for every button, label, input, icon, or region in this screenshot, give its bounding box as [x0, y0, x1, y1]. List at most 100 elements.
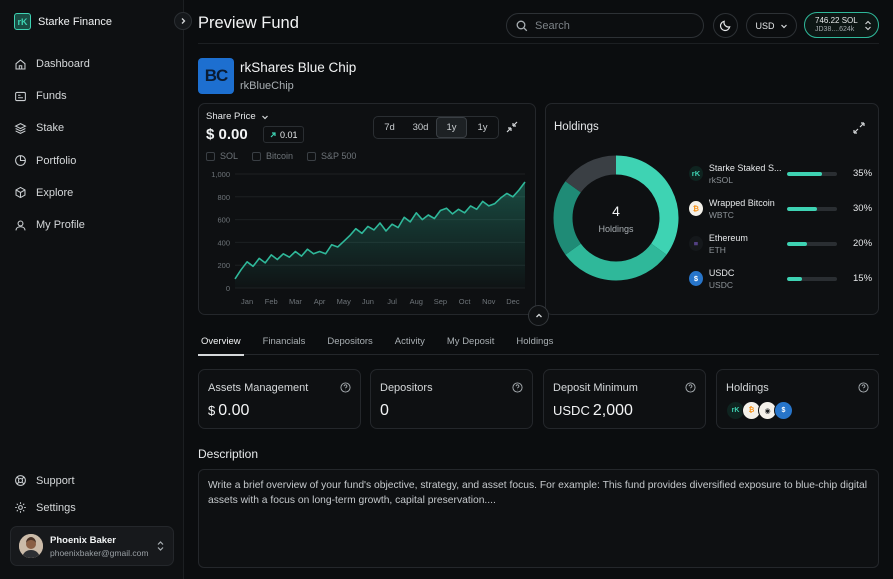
checkbox-icon [206, 151, 215, 161]
stat-value: $0.00 [208, 402, 249, 420]
holdings-donut-chart [553, 155, 679, 281]
fund-name: rkShares Blue Chip [240, 60, 357, 75]
holding-row[interactable]: $ USDC USDC 15% [689, 261, 872, 296]
range-7d-button[interactable]: 7d [384, 122, 395, 133]
holding-row[interactable]: ≡ Ethereum ETH 20% [689, 226, 872, 261]
checkbox-icon [252, 151, 262, 161]
x-tick-label: Jun [362, 297, 374, 306]
holding-ticker: USDC [708, 279, 733, 290]
description-textarea[interactable]: Write a brief overview of your fund's ob… [198, 469, 879, 568]
tab-overview[interactable]: Overview [198, 333, 244, 356]
currency-select[interactable]: USD [746, 13, 797, 38]
tab-depositors[interactable]: Depositors [327, 336, 373, 347]
legend-item-sol[interactable]: SOL [206, 151, 238, 161]
sidebar-bottom-nav: Support Settings [14, 467, 174, 521]
sidebar-item-settings[interactable]: Settings [14, 494, 174, 521]
legend-label: SOL [220, 151, 239, 161]
eth-icon: ≡ [689, 236, 703, 251]
range-1y-alt-button[interactable]: 1y [477, 122, 488, 133]
x-tick-label: Oct [459, 297, 472, 306]
search-input[interactable] [535, 19, 685, 32]
price-line [234, 181, 526, 280]
sidebar-item-label: Support [36, 474, 75, 487]
holding-bar [786, 171, 837, 176]
wallet-button[interactable]: 746.22 SOL JD38....624k [804, 12, 879, 38]
sidebar-item-support[interactable]: Support [14, 467, 174, 494]
x-tick-label: May [337, 297, 351, 306]
sidebar-item-dashboard[interactable]: Dashboard [14, 48, 174, 80]
home-icon [15, 58, 26, 70]
stat-value: USDC 2,000 [553, 402, 633, 420]
chevron-down-icon [261, 115, 268, 119]
stack-icon [14, 123, 27, 134]
description-label: Description [198, 447, 259, 461]
usdc-icon: $ [774, 401, 793, 420]
x-tick-label: Feb [265, 297, 278, 306]
profile-email: phoenixbaker@gmail.com [50, 547, 149, 558]
donut-slice-wbtc[interactable] [565, 243, 667, 281]
x-tick-label: Mar [289, 297, 302, 306]
sidebar-item-my-profile[interactable]: My Profile [14, 209, 174, 241]
range-30d-button[interactable]: 30d [412, 122, 429, 133]
holdings-count: 4 [612, 202, 620, 219]
donut-slice-rksol[interactable] [615, 155, 679, 255]
holding-name: Ethereum [708, 232, 748, 243]
tab-activity[interactable]: Activity [394, 336, 425, 347]
stat-label: Deposit Minimum [553, 382, 638, 394]
help-icon[interactable] [858, 382, 869, 393]
sidebar-item-funds[interactable]: Funds [14, 80, 174, 112]
sidebar-item-explore[interactable]: Explore [14, 177, 174, 209]
pie-chart-icon [15, 155, 26, 167]
holding-name: USDC [708, 267, 735, 278]
tab-financials[interactable]: Financials [262, 336, 306, 347]
help-icon[interactable] [685, 382, 696, 393]
holdings-count-label: Holdings [598, 223, 634, 234]
starke-logo-icon: rK [14, 13, 31, 30]
sidebar-item-label: Portfolio [36, 154, 77, 167]
fund-ticker: rkBlueChip [240, 80, 294, 92]
holding-bar [786, 206, 837, 211]
holding-row[interactable]: rK Starke Staked S... rkSOL 35% [689, 156, 872, 191]
wallet-balance: 746.22 SOL [815, 16, 858, 26]
collapse-charts-button[interactable] [528, 305, 549, 326]
legend-item-sp500[interactable]: S&P 500 [307, 151, 356, 161]
share-price-panel: Share Price $ 0.00 0.01 7d 30d 1y 1y SOL… [198, 103, 536, 315]
help-icon[interactable] [340, 382, 351, 393]
x-tick-label: Sep [434, 297, 447, 306]
checkbox-icon [307, 151, 317, 161]
sidebar-item-stake[interactable]: Stake [14, 112, 174, 144]
holding-row[interactable]: ₿ Wrapped Bitcoin WBTC 30% [689, 191, 872, 226]
stat-prefix: $ [208, 403, 216, 418]
search-box[interactable] [506, 13, 704, 38]
help-icon[interactable] [512, 382, 523, 393]
expand-icon[interactable] [852, 121, 866, 135]
holding-name: Wrapped Bitcoin [708, 197, 775, 208]
sidebar-collapse-button[interactable] [174, 12, 192, 30]
sidebar-item-label: Settings [36, 501, 76, 514]
sidebar-item-portfolio[interactable]: Portfolio [14, 145, 174, 177]
wbtc-icon: ₿ [689, 201, 703, 216]
holding-ticker: rkSOL [708, 174, 733, 185]
collapse-icon[interactable] [505, 120, 519, 134]
share-price-dropdown[interactable]: Share Price [206, 111, 269, 122]
donut-slice-eth[interactable] [553, 181, 582, 255]
profile-card[interactable]: Phoenix Baker phoenixbaker@gmail.com [10, 526, 174, 566]
cube-icon [15, 187, 26, 199]
wbtc-icon: ₿ [742, 401, 761, 420]
x-tick-label: Jul [387, 297, 397, 306]
x-tick-label: Jan [241, 297, 253, 306]
tab-holdings[interactable]: Holdings [516, 336, 554, 347]
holding-bar-fill [786, 171, 822, 176]
holding-name: Starke Staked S... [708, 162, 782, 173]
donut-center: 4 Holdings [553, 155, 679, 281]
brand[interactable]: rK Starke Finance [14, 13, 112, 30]
donut-slice-usdc[interactable] [565, 155, 617, 193]
stat-number: 0 [380, 402, 389, 419]
tab-my-deposit[interactable]: My Deposit [446, 336, 495, 347]
arrow-up-right-icon [270, 131, 276, 137]
theme-toggle-button[interactable] [713, 13, 738, 38]
legend-item-bitcoin[interactable]: Bitcoin [252, 151, 293, 161]
range-1y-button[interactable]: 1y [436, 117, 467, 138]
y-tick-label: 200 [217, 261, 230, 270]
share-price-chart: 0 200 400 600 800 1,000 Jan Feb Mar Apr May Jun Jul A… [211, 170, 526, 306]
